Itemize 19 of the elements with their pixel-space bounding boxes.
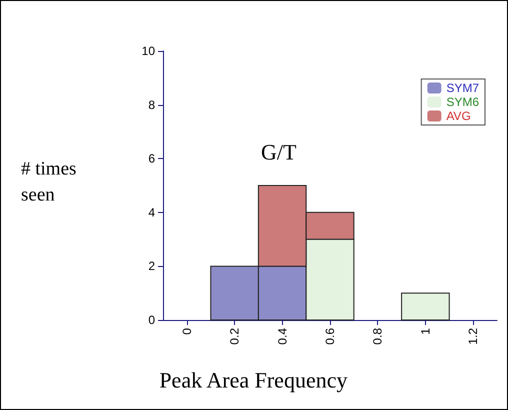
legend-label: AVG	[446, 109, 471, 123]
y-tick-label: 10	[142, 44, 156, 58]
legend-label: SYM6	[446, 95, 480, 109]
x-tick-label: 1	[418, 328, 432, 335]
x-tick-label: 1.2	[466, 328, 480, 345]
x-tick-label: 0.2	[228, 328, 242, 345]
x-tick-label: 0.6	[323, 328, 337, 345]
y-tick-label: 2	[148, 259, 156, 274]
bar	[401, 292, 450, 320]
x-tick-label: 0.8	[370, 328, 385, 345]
x-axis-title: Peak Area Frequency	[159, 368, 348, 392]
x-tick-label: 0.4	[275, 328, 290, 345]
legend-label: SYM7	[446, 81, 480, 95]
y-tick-label: 8	[148, 98, 156, 112]
y-axis-title: # times seen	[21, 158, 82, 206]
text: G/T	[261, 140, 297, 164]
y-tick-label: 6	[148, 152, 156, 166]
x-tick-label: 0	[180, 328, 194, 335]
y-tick-label: 4	[148, 205, 156, 220]
